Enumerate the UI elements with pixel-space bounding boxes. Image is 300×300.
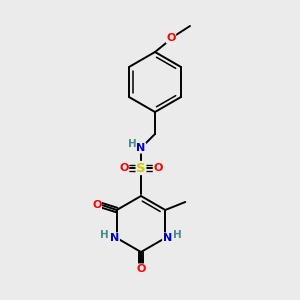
Text: H: H: [128, 139, 136, 149]
Text: O: O: [92, 200, 101, 210]
Text: N: N: [110, 233, 119, 243]
Text: O: O: [119, 163, 129, 173]
Text: N: N: [163, 233, 172, 243]
Text: H: H: [173, 230, 182, 240]
Text: O: O: [166, 33, 176, 43]
Text: N: N: [136, 143, 146, 153]
Text: O: O: [153, 163, 163, 173]
Text: H: H: [100, 230, 109, 240]
Text: S: S: [136, 161, 146, 175]
Text: O: O: [136, 264, 146, 274]
